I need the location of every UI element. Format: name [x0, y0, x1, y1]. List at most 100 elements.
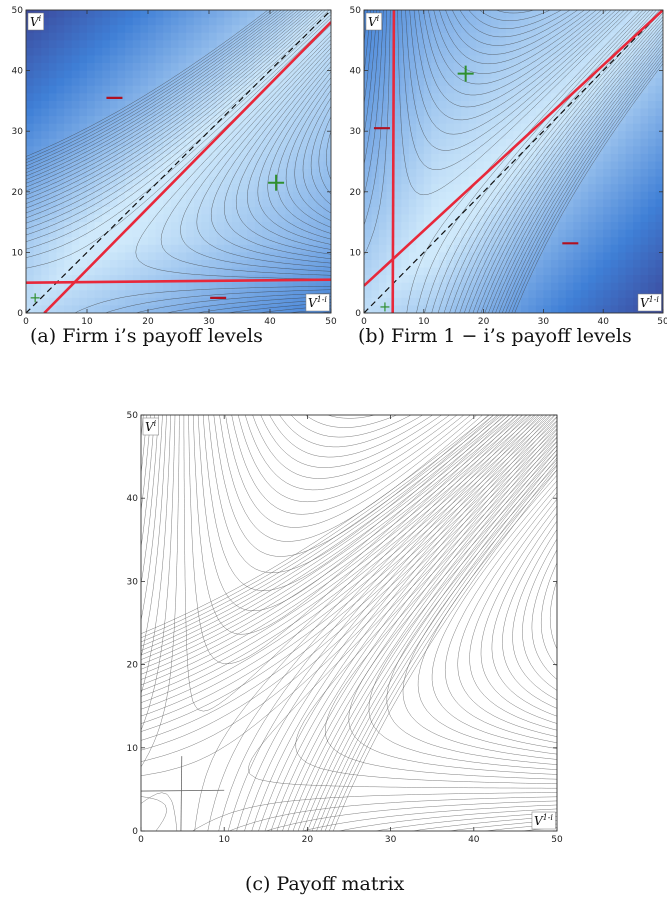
contour-line-b-0-0	[514, 63, 663, 313]
contour-line-b-0-2	[508, 56, 663, 313]
contour-line-a-0-38	[310, 106, 331, 205]
y-tick-label-a-3: 30	[12, 127, 24, 137]
red-curve-b-1	[364, 10, 663, 287]
contour-line-c-1-15	[141, 415, 552, 831]
x-tick-label-b-2: 20	[478, 317, 490, 327]
contour-line-c-1-17	[141, 415, 544, 831]
contour-line-c-0-19	[141, 424, 557, 831]
contour-line-c-1-28	[208, 415, 494, 573]
y-tick-label-c-0: 0	[132, 827, 138, 837]
contour-line-a-0-9	[26, 10, 299, 188]
contour-line-b-0-1	[511, 60, 663, 313]
plus-marker-a-1	[30, 293, 40, 303]
x-tick-label-c-4: 40	[468, 835, 480, 845]
contour-line-c-1-21	[141, 415, 528, 831]
contour-line-c-1-5	[311, 449, 557, 831]
contour-line-a-0-22	[26, 21, 331, 313]
contour-line-c-1-3	[320, 457, 557, 831]
svg-text:Vi: Vi	[368, 14, 380, 29]
x-axis-label-a: V1-i	[305, 293, 330, 312]
contour-line-a-0-13	[26, 10, 313, 204]
contour-line-b-0-33	[439, 10, 591, 65]
contour-line-a-0-32	[257, 66, 331, 245]
contour-line-c-1-26	[197, 415, 505, 611]
contour-line-a-0-39	[318, 116, 331, 195]
contour-line-c-0-10	[141, 415, 531, 680]
contour-line-a-0-0	[26, 10, 269, 157]
contour-line-c-1-9	[292, 433, 557, 831]
contour-line-c-0-32	[444, 486, 557, 744]
contour-line-a-0-2	[26, 10, 275, 164]
x-tick-label-b-0: 0	[361, 317, 367, 327]
contour-line-b-0-9	[484, 33, 663, 313]
contour-line-c-1-12	[276, 421, 557, 831]
contour-line-c-0-24	[295, 445, 557, 785]
x-tick-label-a-3: 30	[203, 317, 215, 327]
contour-line-c-1-8	[297, 437, 557, 831]
contour-line-b-0-8	[488, 36, 663, 313]
contour-line-c-0-33	[457, 492, 557, 737]
y-tick-label-a-5: 50	[12, 6, 24, 16]
panel-a: 0 10 20 30 40 50 0 10 20 30 40 50 Vi V1-i	[0, 0, 337, 327]
contour-line-a-0-10	[26, 10, 303, 192]
contour-line-c-0-40	[531, 549, 557, 680]
contour-line-c-0-25	[325, 450, 557, 780]
contour-line-b-0-12	[472, 22, 663, 313]
y-tick-label-b-2: 20	[350, 188, 362, 198]
x-tick-label-c-1: 10	[218, 835, 230, 845]
contour-line-c-0-37	[502, 520, 557, 709]
contour-line-c-0-5	[141, 415, 511, 656]
contour-line-c-1-38	[279, 415, 423, 448]
x-tick-label-a-5: 50	[325, 317, 337, 327]
contour-line-c-1-37	[269, 415, 433, 458]
contour-line-b-0-38	[479, 10, 551, 21]
contour-line-b-0-26	[405, 10, 625, 151]
contour-line-a-0-24	[135, 31, 331, 280]
contour-line-c-1-29	[213, 415, 489, 557]
contour-line-c-0-39	[522, 538, 557, 691]
contour-line-c-1-27	[202, 415, 500, 591]
chart-c: 0 10 20 30 40 50 0 10 20 30 40 50 Vi V1-i	[127, 411, 563, 845]
contour-line-b-0-15	[364, 10, 663, 313]
contour-line-c-1-20	[141, 415, 532, 831]
contour-line-c-0-12	[141, 415, 539, 691]
contour-line-a-0-11	[26, 10, 306, 196]
contour-line-c-1-14	[141, 415, 556, 831]
contour-line-c-1-13	[141, 415, 557, 831]
contour-line-a-0-7	[26, 10, 292, 180]
plot-area-c	[141, 415, 557, 831]
contour-line-a-0-27	[196, 43, 331, 268]
contour-line-c-1-39	[290, 415, 412, 438]
contour-line-c-1-16	[141, 415, 548, 831]
x-tick-label-a-2: 20	[142, 317, 154, 327]
contour-line-c-0-18	[141, 420, 557, 831]
contour-line-b-0-34	[445, 10, 585, 55]
contour-line-b-0-30	[423, 10, 607, 96]
contour-line-b-0-11	[476, 26, 663, 313]
svg-text:Vi: Vi	[145, 419, 157, 434]
y-tick-label-c-1: 10	[127, 744, 139, 754]
contour-line-c-0-34	[469, 498, 557, 731]
panel-b: 0 10 20 30 40 50 0 10 20 30 40 50 Vi V1-i	[336, 0, 667, 327]
x-tick-label-c-2: 20	[302, 835, 314, 845]
contour-line-a-0-30	[235, 56, 331, 255]
contour-line-c-0-29	[402, 469, 557, 760]
contour-line-b-0-28	[413, 10, 617, 121]
chart-a: 0 10 20 30 40 50 0 10 20 30 40 50 Vi V1-i	[12, 6, 337, 327]
contour-line-a-0-21	[26, 17, 331, 313]
panel-c: 0 10 20 30 40 50 0 10 20 30 40 50 Vi V1-i	[105, 405, 567, 867]
contour-line-b-0-25	[401, 10, 629, 170]
y-axis-label-c: Vi	[142, 417, 159, 436]
contour-line-c-1-36	[260, 415, 442, 468]
contour-line-b-0-13	[468, 19, 663, 313]
contour-line-b-0-5	[498, 46, 663, 313]
contour-line-c-1-34	[244, 415, 458, 491]
contour-line-c-1-10	[287, 429, 557, 831]
plot-area-a	[26, 10, 331, 313]
x-tick-label-c-5: 50	[551, 835, 563, 845]
ticks-c: 0 10 20 30 40 50 0 10 20 30 40 50	[127, 411, 563, 845]
x-tick-label-c-3: 30	[385, 835, 397, 845]
x-axis-label-c: V1-i	[531, 811, 556, 830]
x-tick-label-a-4: 40	[264, 317, 276, 327]
contour-line-c-1-4	[316, 453, 557, 831]
